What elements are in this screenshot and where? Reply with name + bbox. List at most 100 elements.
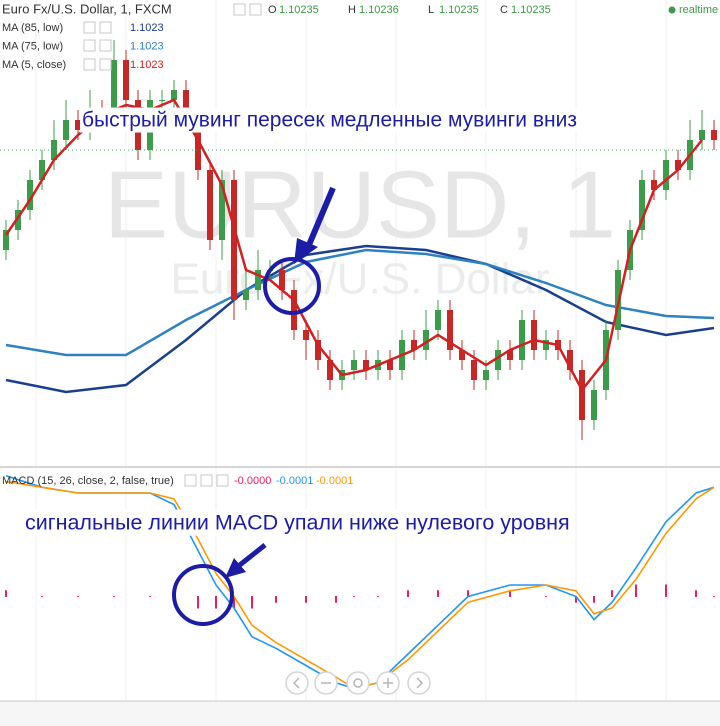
ohlc-value: 1.10235	[279, 4, 319, 16]
histogram-bar	[695, 590, 697, 597]
ohlc-value: 1.10235	[511, 4, 551, 16]
candle-body	[183, 90, 189, 120]
icon[interactable]	[99, 39, 112, 52]
candle-body	[531, 320, 537, 350]
candle-body	[279, 270, 285, 290]
candle-body	[231, 180, 237, 300]
histogram-bar	[611, 590, 613, 597]
icon[interactable]	[83, 21, 96, 34]
candle-body	[471, 360, 477, 380]
annotation-background	[80, 107, 579, 133]
candle-body	[699, 130, 705, 140]
candle-body	[651, 180, 657, 190]
ohlc-value: 1.10235	[439, 4, 479, 16]
candle-body	[387, 360, 393, 370]
highlight-circle	[172, 564, 234, 626]
ohlc-label: C	[500, 4, 508, 16]
candle-body	[243, 290, 249, 300]
icon[interactable]	[200, 474, 213, 487]
candle-body	[171, 90, 177, 100]
icon[interactable]	[99, 21, 112, 34]
macd-readout: -0.0001	[316, 475, 353, 487]
histogram-bar	[713, 596, 715, 597]
histogram-bar	[575, 596, 577, 603]
legend-value: 1.1023	[130, 22, 164, 34]
histogram-bar	[353, 596, 355, 597]
histogram-bar	[407, 590, 409, 597]
histogram-bar	[635, 584, 637, 597]
candle-body	[543, 340, 549, 350]
candle-body	[351, 360, 357, 370]
histogram-bar	[233, 596, 235, 609]
nav-right[interactable]	[407, 671, 431, 695]
status: realtime	[679, 4, 718, 16]
candle-body	[579, 370, 585, 420]
histogram-bar	[665, 584, 667, 597]
candle-body	[711, 130, 717, 140]
arrow	[234, 543, 267, 570]
histogram-bar	[275, 596, 277, 603]
icon[interactable]	[249, 3, 262, 16]
histogram-bar	[437, 590, 439, 597]
candle-body	[111, 60, 117, 120]
candle-body	[159, 100, 165, 101]
candle-body	[255, 270, 261, 290]
candle-body	[3, 230, 9, 250]
macd-readout: -0.0000	[234, 475, 271, 487]
candle-body	[63, 120, 69, 140]
legend-name: MA (85, low)	[2, 22, 63, 34]
candle-body	[291, 290, 297, 330]
histogram-bar	[335, 596, 337, 603]
annotation: сигнальные линии MACD упали ниже нулевог…	[25, 511, 570, 535]
icon[interactable]	[233, 3, 246, 16]
ohlc-label: O	[268, 4, 277, 16]
navigation	[285, 671, 431, 695]
header-icons	[83, 3, 262, 487]
histogram-bar	[305, 596, 307, 603]
ma-line	[4, 98, 703, 393]
candle-body	[15, 210, 21, 230]
candle-body	[435, 310, 441, 330]
histogram-bar	[5, 590, 7, 597]
arrow	[303, 186, 336, 254]
icon[interactable]	[184, 474, 197, 487]
candle-body	[423, 330, 429, 350]
histogram-bar	[41, 596, 43, 597]
histogram-bar	[113, 596, 115, 597]
histogram-bar	[215, 596, 217, 609]
candle-body	[591, 390, 597, 420]
icon[interactable]	[216, 474, 229, 487]
watermark-subtitle: Euro Fx/U.S. Dollar	[171, 255, 550, 304]
nav-left[interactable]	[285, 671, 309, 695]
candle-body	[51, 140, 57, 160]
ohlc-label: L	[428, 4, 434, 16]
candle-body	[675, 160, 681, 170]
candle-body	[39, 160, 45, 180]
candle-body	[327, 360, 333, 380]
candle-body	[459, 350, 465, 360]
candle-body	[663, 160, 669, 190]
chart-title: Euro Fx/U.S. Dollar, 1, FXCM	[2, 1, 172, 16]
candle-body	[639, 180, 645, 230]
icon[interactable]	[83, 58, 96, 71]
histogram-bar	[197, 596, 199, 609]
histogram-bar	[545, 596, 547, 597]
candle-body	[567, 350, 573, 370]
legend-value: 1.1023	[130, 40, 164, 52]
watermark: EURUSD, 1	[104, 151, 616, 258]
legend-value: 1.1023	[130, 59, 164, 71]
candle-body	[363, 360, 369, 370]
candle-body	[27, 180, 33, 210]
candle-body	[303, 330, 309, 340]
ohlc-value: 1.10236	[359, 4, 399, 16]
icon[interactable]	[83, 39, 96, 52]
icon[interactable]	[99, 58, 112, 71]
candle-body	[123, 60, 129, 100]
candle-body	[411, 340, 417, 350]
legend-name: MA (75, low)	[2, 40, 63, 52]
status-dot	[668, 6, 676, 14]
histogram-bar	[467, 590, 469, 597]
candle-body	[507, 350, 513, 360]
